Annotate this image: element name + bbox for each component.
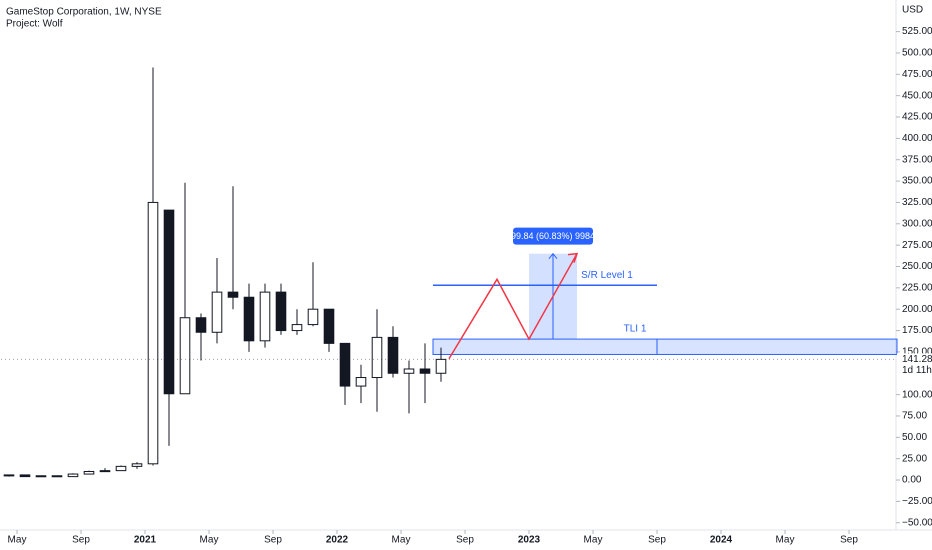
x-tick-label: Sep bbox=[648, 535, 666, 546]
x-tick-label: Sep bbox=[456, 535, 474, 546]
candle-body bbox=[403, 368, 415, 374]
candle-body bbox=[307, 308, 319, 326]
y-tick-label: 225.00 bbox=[902, 282, 932, 293]
candle-body bbox=[51, 475, 63, 478]
candle-body bbox=[35, 475, 47, 478]
currency: USD bbox=[902, 5, 923, 16]
y-tick-label: 500.00 bbox=[902, 48, 932, 59]
y-tick-label: 425.00 bbox=[902, 112, 932, 123]
candle-body bbox=[435, 358, 447, 374]
measure-label: 99.84 (60.83%) 9984 bbox=[511, 231, 595, 241]
candle-body bbox=[195, 317, 207, 333]
candle-body bbox=[387, 336, 399, 374]
y-tick-label: −50.00 bbox=[902, 517, 932, 528]
x-tick-label: May bbox=[776, 535, 795, 546]
candle-body bbox=[99, 470, 111, 473]
x-tick-label: Sep bbox=[72, 535, 90, 546]
last-price-bg bbox=[897, 353, 932, 377]
y-tick-label: 450.00 bbox=[902, 90, 932, 101]
candle-body bbox=[291, 324, 303, 332]
y-tick-label: 250.00 bbox=[902, 261, 932, 272]
candle-body bbox=[275, 291, 287, 332]
y-tick-label: 325.00 bbox=[902, 197, 932, 208]
x-tick-label: Sep bbox=[840, 535, 858, 546]
x-tick-label: May bbox=[200, 535, 219, 546]
y-tick-label: 50.00 bbox=[902, 432, 927, 443]
x-tick-label: 2022 bbox=[326, 535, 349, 546]
last-price-label: 141.28 bbox=[902, 354, 932, 365]
candle-body bbox=[339, 342, 351, 387]
x-tick-label: Sep bbox=[264, 535, 282, 546]
y-tick-label: 25.00 bbox=[902, 453, 927, 464]
candle-body bbox=[419, 368, 431, 374]
sr-label: S/R Level 1 bbox=[581, 270, 633, 281]
x-tick-label: May bbox=[584, 535, 603, 546]
x-tick-label: 2021 bbox=[134, 535, 157, 546]
y-tick-label: 525.00 bbox=[902, 26, 932, 37]
projection-arrowhead bbox=[567, 252, 579, 263]
x-tick-label: May bbox=[392, 535, 411, 546]
tli-label: TLI 1 bbox=[624, 324, 647, 335]
candle-body bbox=[259, 291, 271, 342]
y-tick-label: 275.00 bbox=[902, 240, 932, 251]
measure-label-bg bbox=[513, 227, 593, 245]
candle-body bbox=[131, 463, 143, 467]
candle-body bbox=[19, 474, 31, 478]
y-tick-label: 150.00 bbox=[902, 347, 932, 358]
candle-body bbox=[355, 377, 367, 387]
countdown-label: 1d 11h bbox=[902, 365, 932, 376]
x-tick-label: May bbox=[8, 535, 27, 546]
candle-body bbox=[3, 474, 15, 477]
y-tick-label: −25.00 bbox=[902, 496, 932, 507]
tli-zone bbox=[432, 338, 898, 355]
candle-body bbox=[115, 465, 127, 472]
y-tick-label: 75.00 bbox=[902, 411, 927, 422]
y-tick-label: 350.00 bbox=[902, 176, 932, 187]
candle-body bbox=[83, 470, 95, 475]
y-tick-label: 200.00 bbox=[902, 304, 932, 315]
candle-body bbox=[179, 317, 191, 395]
candle-body bbox=[163, 209, 175, 395]
candle-body bbox=[371, 336, 383, 379]
chart-title: GameStop Corporation, 1W, NYSE bbox=[6, 7, 162, 18]
y-tick-label: 475.00 bbox=[902, 69, 932, 80]
y-tick-label: 0.00 bbox=[902, 475, 922, 486]
y-tick-label: 100.00 bbox=[902, 389, 932, 400]
projection-path bbox=[448, 253, 578, 360]
y-tick-label: 375.00 bbox=[902, 154, 932, 165]
y-tick-label: 400.00 bbox=[902, 133, 932, 144]
x-tick-label: 2023 bbox=[518, 535, 541, 546]
y-tick-label: 300.00 bbox=[902, 218, 932, 229]
candle-body bbox=[147, 201, 159, 465]
candle-body bbox=[243, 296, 255, 342]
chart-subtitle: Project: Wolf bbox=[6, 19, 63, 30]
x-tick-label: 2024 bbox=[710, 535, 733, 546]
candle-body bbox=[67, 473, 79, 478]
candle-body bbox=[227, 291, 239, 298]
measure-arrowhead bbox=[548, 252, 558, 259]
candle-body bbox=[211, 291, 223, 333]
y-tick-label: 175.00 bbox=[902, 325, 932, 336]
candle-body bbox=[323, 308, 335, 344]
